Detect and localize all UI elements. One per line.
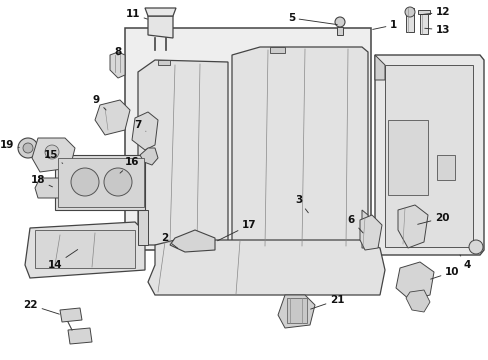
Text: 6: 6 [347,215,363,233]
Polygon shape [95,100,130,135]
Polygon shape [336,27,342,35]
Bar [269,47,285,53]
Text: 10: 10 [430,267,459,279]
Polygon shape [374,55,483,255]
Bar [55,155,145,210]
Text: 7: 7 [134,120,145,131]
Bar [384,65,472,247]
Text: 16: 16 [120,157,139,173]
Text: 14: 14 [47,249,78,270]
Polygon shape [138,210,148,245]
Polygon shape [145,8,176,16]
Text: 15: 15 [43,150,62,163]
Text: 9: 9 [93,95,106,110]
Polygon shape [132,112,158,150]
Text: 12: 12 [420,7,449,17]
Text: 13: 13 [424,25,449,35]
Bar [58,158,143,207]
Text: 4: 4 [459,255,469,270]
Text: 20: 20 [417,213,448,224]
Bar [387,120,427,195]
Text: 19: 19 [0,140,19,150]
Polygon shape [231,47,367,248]
Circle shape [45,145,59,159]
Circle shape [334,17,345,27]
Circle shape [468,240,482,254]
Polygon shape [148,240,384,295]
Polygon shape [417,10,429,14]
Polygon shape [419,14,427,34]
Text: 21: 21 [310,295,344,309]
Polygon shape [68,328,92,344]
Bar [35,230,135,268]
Circle shape [104,168,132,196]
Bar [158,60,170,65]
Polygon shape [405,290,429,312]
Bar [436,155,454,180]
Circle shape [23,143,33,153]
Polygon shape [140,148,158,165]
Bar [286,298,306,323]
Polygon shape [25,222,145,278]
Polygon shape [32,138,75,172]
Polygon shape [110,52,125,78]
Text: 18: 18 [30,175,52,187]
Bar [125,28,370,250]
Polygon shape [138,60,227,245]
Polygon shape [170,230,215,252]
Polygon shape [359,215,381,250]
Circle shape [71,168,99,196]
Text: 8: 8 [114,47,122,57]
Text: 17: 17 [217,220,256,241]
Polygon shape [405,8,413,32]
Text: 22: 22 [23,300,59,314]
Polygon shape [35,178,75,198]
Polygon shape [395,262,433,300]
Circle shape [18,138,38,158]
Text: 3: 3 [294,195,308,213]
Polygon shape [148,16,173,38]
Text: 1: 1 [372,20,396,30]
Text: 2: 2 [161,233,178,248]
Polygon shape [278,295,314,328]
Polygon shape [95,162,125,205]
Text: 11: 11 [125,9,147,19]
Text: 5: 5 [287,13,337,24]
Polygon shape [374,55,384,80]
Polygon shape [60,308,82,322]
Polygon shape [361,210,367,248]
Circle shape [404,7,414,17]
Polygon shape [397,205,427,248]
